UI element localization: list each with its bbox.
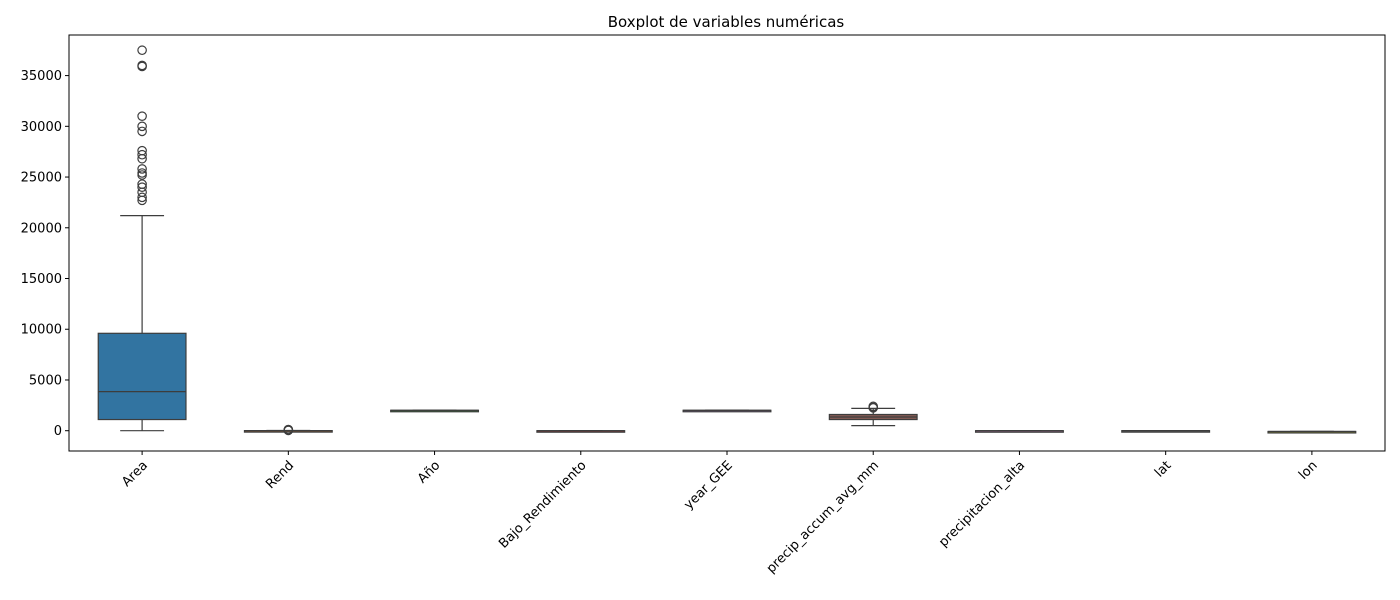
y-tick-label: 10000	[21, 323, 62, 338]
box-group-año	[390, 409, 480, 413]
y-tick-label: 0	[54, 424, 62, 439]
y-tick-label: 35000	[21, 69, 62, 84]
y-tick-label: 30000	[21, 120, 62, 135]
outlier-point	[137, 149, 147, 160]
outlier-point	[137, 121, 147, 132]
plot-area	[97, 45, 1357, 436]
y-axis: 0 5000 10000 15000 20000 25000 30000 35000	[21, 69, 69, 439]
outlier-point	[868, 401, 879, 412]
outlier-point	[137, 126, 147, 137]
outlier-point	[137, 60, 147, 71]
box-group-area	[97, 45, 187, 432]
outlier-point	[137, 179, 147, 189]
y-tick-label: 25000	[21, 171, 62, 186]
outlier-point	[283, 424, 294, 435]
box-group-lon	[1267, 430, 1357, 434]
y-tick-label: 15000	[21, 272, 62, 287]
outlier-point	[137, 164, 147, 174]
y-tick-label: 5000	[29, 373, 62, 388]
outlier-point	[137, 168, 147, 178]
chart-title: Boxplot de variables numéricas	[608, 13, 845, 31]
y-tick-label: 20000	[21, 221, 62, 236]
outlier-point	[137, 192, 147, 203]
outlier-point	[137, 111, 147, 121]
box-group-precip_accum_avg_mm	[828, 401, 918, 427]
outlier-point	[137, 145, 147, 156]
box-group-precipitacion_alta	[974, 430, 1064, 433]
box-group-lat	[1121, 430, 1211, 433]
box-group-bajo_rendimiento	[536, 430, 626, 433]
outlier-point	[137, 182, 147, 192]
outlier-point	[137, 45, 147, 56]
box-group-year_gee	[682, 409, 772, 413]
box	[97, 332, 187, 421]
box-group-rend	[243, 424, 333, 436]
